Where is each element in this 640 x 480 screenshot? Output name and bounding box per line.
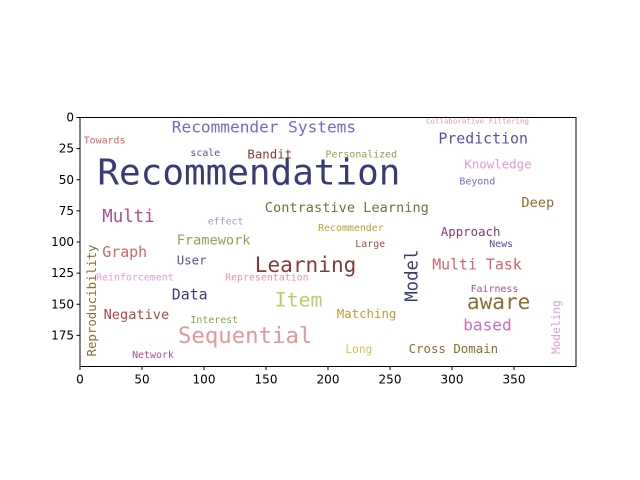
x-axis: 0 50 100 150 200 250 300 350 [76,366,526,387]
word-multi-task: Multi Task [432,255,522,273]
word-interest: Interest [190,315,238,326]
word-news: News [489,239,513,250]
word-scale: scale [190,148,220,159]
y-tick-label: 150 [51,297,74,311]
word-item: Item [275,289,323,312]
x-tick-label: 250 [379,373,402,387]
y-tick-label: 125 [51,266,74,280]
x-tick-label: 50 [134,373,149,387]
y-tick-label: 0 [66,111,74,125]
word-aware: aware [467,289,530,314]
word-graph: Graph [102,243,147,261]
word-beyond: Beyond [459,177,495,188]
word-framework: Framework [177,233,251,249]
word-reproducibility: Reproducibility [84,245,99,357]
word-representation: Representation [225,273,309,284]
x-tick-label: 0 [76,373,84,387]
word-matching: Matching [337,306,397,321]
word-approach: Approach [441,224,501,239]
word-reinforcement: Reinforcement [96,273,174,284]
plot-background [80,117,576,367]
word-contrastive-learning: Contrastive Learning [265,200,429,216]
y-tick-label: 75 [59,204,74,218]
word-effect: effect [208,217,244,228]
x-tick-label: 300 [441,373,464,387]
word-prediction: Prediction [438,130,528,148]
x-tick-label: 200 [317,373,340,387]
word-cross-domain: Cross Domain [409,341,499,356]
y-tick-label: 25 [59,142,74,156]
word-bandit: Bandit [247,147,292,162]
x-tick-label: 350 [503,373,526,387]
word-network: Network [132,350,174,361]
word-towards: Towards [84,136,126,147]
word-deep: Deep [521,195,554,211]
word-user: User [177,252,207,267]
x-tick-label: 150 [255,373,278,387]
word-learning: Learning [255,252,357,277]
word-negative: Negative [104,307,170,323]
word-fairness: Fairness [471,284,519,295]
word-collaborative-filtering: Collaborative Filtering [426,117,529,126]
word-layer: Recommendation Recommender Systems Collabo… [84,117,563,361]
word-multi: Multi [102,207,154,227]
y-tick-label: 50 [59,173,74,187]
y-tick-label: 100 [51,235,74,249]
y-tick-label: 175 [51,328,74,342]
word-recommendation: Recommendation [97,153,400,194]
word-large: Large [355,239,385,250]
word-personalized: Personalized [326,149,398,160]
word-model: Model [402,250,422,302]
word-recommender: Recommender [318,223,384,234]
word-data: Data [172,285,208,303]
word-sequential: Sequential [178,323,312,349]
word-modeling: Modeling [550,300,563,354]
x-tick-label: 100 [193,373,216,387]
word-knowledge: Knowledge [464,157,531,172]
word-based: based [463,315,512,334]
y-axis: 0 25 50 75 100 125 150 175 [51,111,80,342]
word-recommender-systems: Recommender Systems [172,117,356,136]
word-long: Long [345,343,372,356]
